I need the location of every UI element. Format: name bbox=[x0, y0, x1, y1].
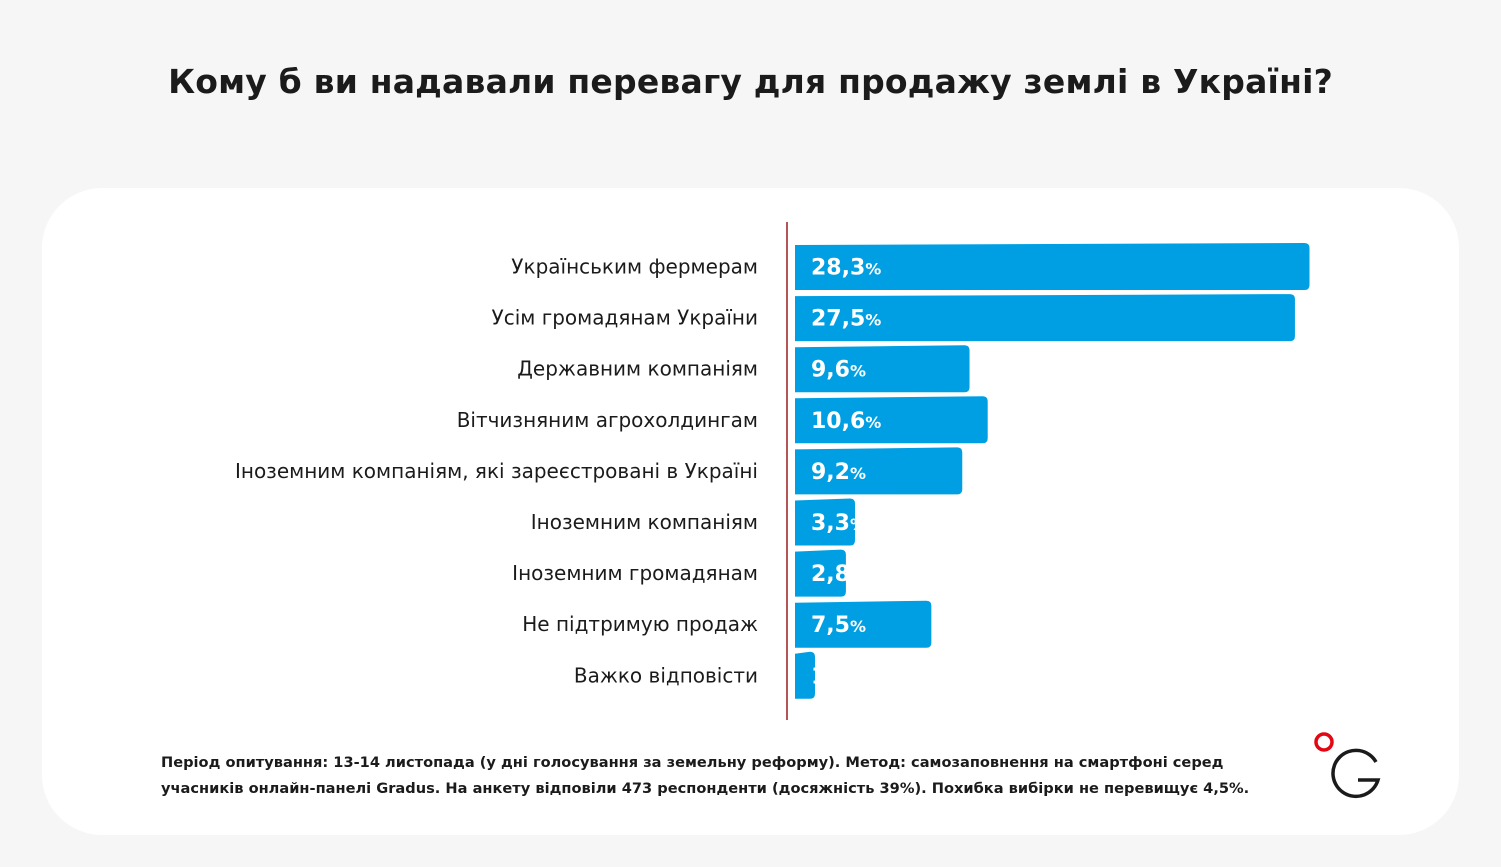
chart-title: Кому б ви надавали перевагу для продажу … bbox=[168, 62, 1333, 101]
category-label: Іноземним компаніям bbox=[531, 510, 758, 534]
bar bbox=[795, 396, 988, 444]
category-label: Важко відповісти bbox=[574, 663, 758, 687]
data-label: 3,3% bbox=[811, 511, 866, 536]
bar bbox=[795, 345, 970, 393]
data-label: 28,3% bbox=[811, 256, 881, 281]
category-label: Іноземним громадянам bbox=[512, 561, 758, 585]
data-label: 9,6% bbox=[811, 358, 866, 383]
bar bbox=[795, 447, 963, 495]
bar bbox=[795, 549, 846, 597]
bar bbox=[795, 294, 1295, 342]
data-label: 27,5% bbox=[811, 307, 881, 332]
bar bbox=[795, 498, 855, 546]
gradus-logo-icon bbox=[1314, 732, 1381, 799]
data-label: 1,1% bbox=[811, 664, 866, 689]
category-label: Вітчизняним агрохолдингам bbox=[457, 408, 758, 432]
category-label: Українським фермерам bbox=[511, 255, 758, 279]
bar bbox=[795, 243, 1310, 290]
bar bbox=[795, 651, 815, 699]
footnote-line-1: Період опитування: 13-14 листопада (у дн… bbox=[161, 754, 1224, 771]
bar bbox=[795, 600, 932, 648]
category-label: Не підтримую продаж bbox=[522, 612, 758, 636]
data-label: 7,5% bbox=[811, 613, 866, 638]
data-label: 9,2% bbox=[811, 460, 866, 485]
data-label: 10,6% bbox=[811, 409, 881, 434]
footnote-line-2: учасників онлайн-панелі Gradus. На анкет… bbox=[161, 780, 1250, 797]
survey-footnote: Період опитування: 13-14 листопада (у дн… bbox=[161, 750, 1311, 802]
category-label: Державним компаніям bbox=[517, 357, 758, 381]
category-label: Усім громадянам України bbox=[492, 306, 758, 330]
data-label: 2,8% bbox=[811, 562, 866, 587]
category-label: Іноземним компаніям, які зареєстровані в… bbox=[235, 459, 758, 483]
